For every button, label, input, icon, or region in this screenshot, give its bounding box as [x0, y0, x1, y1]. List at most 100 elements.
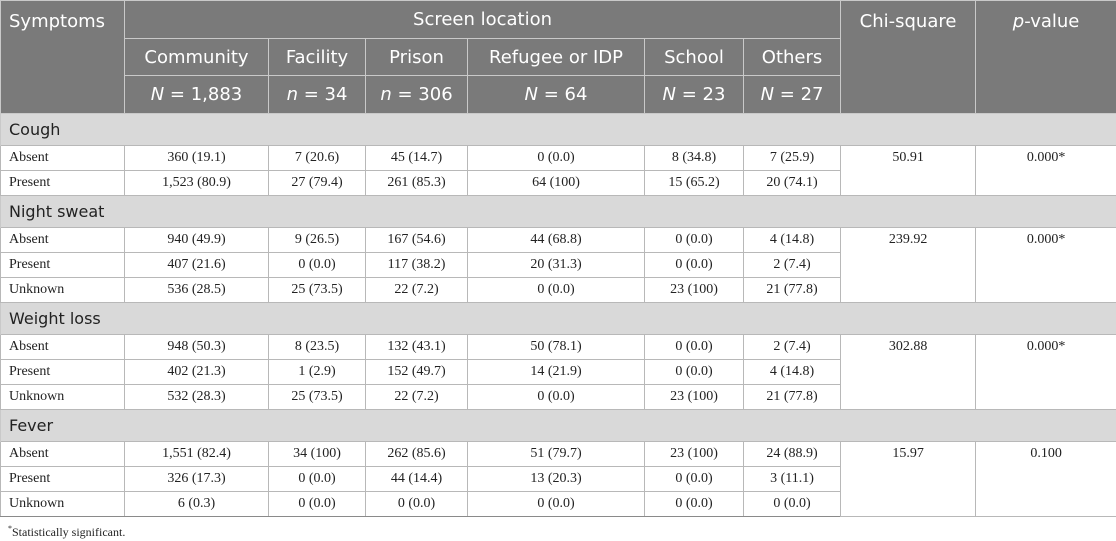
table-cell: 6 (0.3) [124, 491, 269, 517]
table-cell: 7 (20.6) [268, 145, 366, 171]
n-variable: n [286, 84, 298, 105]
table-body: Cough Absent 360 (19.1) 7 (20.6) 45 (14.7) 0 … [0, 113, 1116, 517]
table-cell: 22 (7.2) [365, 277, 468, 303]
table-cell: 7 (25.9) [742, 145, 842, 171]
table-cell: 8 (23.5) [268, 334, 366, 360]
table-cell: 25 (73.5) [268, 277, 366, 303]
p-value: 0.000* [975, 227, 1116, 303]
section-row: Fever [0, 409, 1116, 442]
table-cell: 261 (85.3) [365, 170, 468, 196]
table-cell: 25 (73.5) [268, 384, 366, 410]
table-cell: 262 (85.6) [365, 441, 468, 467]
section-title: Weight loss [0, 302, 1116, 335]
n-variable: N [524, 84, 539, 105]
table-cell: 0 (0.0) [467, 491, 645, 517]
table-cell: 20 (74.1) [742, 170, 842, 196]
table-cell: 4 (14.8) [742, 227, 842, 253]
table-cell: 1,523 (80.9) [124, 170, 269, 196]
header-sample-size: N = 23 [644, 75, 744, 114]
p-value: 0.000* [975, 145, 1116, 196]
n-variable: N [760, 84, 775, 105]
row-label: Absent [0, 441, 125, 467]
p-value-suffix: -value [1024, 11, 1080, 32]
row-label: Present [0, 359, 125, 385]
table-cell: 0 (0.0) [644, 252, 744, 278]
section-row: Night sweat [0, 195, 1116, 228]
table-row: Absent 1,551 (82.4) 34 (100) 262 (85.6) 51 (… [0, 441, 1116, 517]
table-cell: 9 (26.5) [268, 227, 366, 253]
table-cell: 0 (0.0) [644, 334, 744, 360]
table-cell: 132 (43.1) [365, 334, 468, 360]
table-cell: 360 (19.1) [124, 145, 269, 171]
table-cell: 532 (28.3) [124, 384, 269, 410]
header-location: Refugee or IDP [467, 38, 645, 76]
table-cell: 407 (21.6) [124, 252, 269, 278]
table-header: Symptoms Screen location Chi-square p-va… [0, 0, 1116, 114]
table-cell: 0 (0.0) [467, 384, 645, 410]
table-cell: 940 (49.9) [124, 227, 269, 253]
table-cell: 45 (14.7) [365, 145, 468, 171]
table-cell: 13 (20.3) [467, 466, 645, 492]
table-cell: 2 (7.4) [742, 252, 842, 278]
n-value: = 27 [774, 84, 824, 105]
table-cell: 536 (28.5) [124, 277, 269, 303]
table-cell: 44 (14.4) [365, 466, 468, 492]
table-cell: 0 (0.0) [467, 145, 645, 171]
table-row: Absent 940 (49.9) 9 (26.5) 167 (54.6) 44 (68… [0, 227, 1116, 303]
table-cell: 3 (11.1) [742, 466, 842, 492]
table-cell: 34 (100) [268, 441, 366, 467]
table-cell: 402 (21.3) [124, 359, 269, 385]
table-row: Unknown 536 (28.5) 25 (73.5) 22 (7.2) 0 (0.0… [0, 277, 1116, 303]
table-row: Present 1,523 (80.9) 27 (79.4) 261 (85.3) 64… [0, 170, 1116, 196]
header-screen-location: Screen location [123, 0, 842, 39]
row-label: Unknown [0, 491, 125, 517]
table-cell: 0 (0.0) [644, 491, 744, 517]
header-symptoms: Symptoms [0, 0, 125, 114]
row-label: Unknown [0, 384, 125, 410]
table-cell: 15 (65.2) [644, 170, 744, 196]
section-row: Cough [0, 113, 1116, 146]
row-label: Absent [0, 227, 125, 253]
row-label: Absent [0, 334, 125, 360]
table-cell: 0 (0.0) [644, 359, 744, 385]
chi-square-value: 50.91 [840, 145, 977, 196]
p-value: 0.100 [975, 441, 1116, 517]
table-cell: 64 (100) [467, 170, 645, 196]
table-row: Present 402 (21.3) 1 (2.9) 152 (49.7) 14 (21… [0, 359, 1116, 385]
table-cell: 2 (7.4) [742, 334, 842, 360]
table-cell: 0 (0.0) [268, 252, 366, 278]
section-title: Cough [0, 113, 1116, 146]
table-row: Absent 360 (19.1) 7 (20.6) 45 (14.7) 0 (0.0)… [0, 145, 1116, 196]
table-cell: 948 (50.3) [124, 334, 269, 360]
section-title: Night sweat [0, 195, 1116, 228]
table-cell: 21 (77.8) [742, 277, 842, 303]
section-title: Fever [0, 409, 1116, 442]
n-value: = 1,883 [164, 84, 243, 105]
row-label: Present [0, 252, 125, 278]
table-cell: 167 (54.6) [365, 227, 468, 253]
row-label: Present [0, 170, 125, 196]
table-cell: 8 (34.8) [644, 145, 744, 171]
symptoms-by-location-table: Symptoms Screen location Chi-square p-va… [0, 0, 1116, 517]
table-cell: 27 (79.4) [268, 170, 366, 196]
table-cell: 22 (7.2) [365, 384, 468, 410]
chi-square-value: 239.92 [840, 227, 977, 303]
table-cell: 326 (17.3) [124, 466, 269, 492]
row-label: Present [0, 466, 125, 492]
table-cell: 44 (68.8) [467, 227, 645, 253]
header-location: Community [124, 38, 269, 76]
p-value: 0.000* [975, 334, 1116, 410]
n-variable: n [380, 84, 392, 105]
table-cell: 20 (31.3) [467, 252, 645, 278]
table-cell: 0 (0.0) [268, 491, 366, 517]
header-location: Facility [268, 38, 366, 76]
table-cell: 51 (79.7) [467, 441, 645, 467]
header-sample-size: N = 27 [742, 75, 842, 114]
table-cell: 0 (0.0) [644, 227, 744, 253]
table-cell: 4 (14.8) [742, 359, 842, 385]
header-sample-size: N = 1,883 [124, 75, 269, 114]
table-cell: 21 (77.8) [742, 384, 842, 410]
n-value: = 34 [297, 84, 348, 105]
table-cell: 23 (100) [644, 384, 744, 410]
header-sample-size: n = 34 [268, 75, 366, 114]
